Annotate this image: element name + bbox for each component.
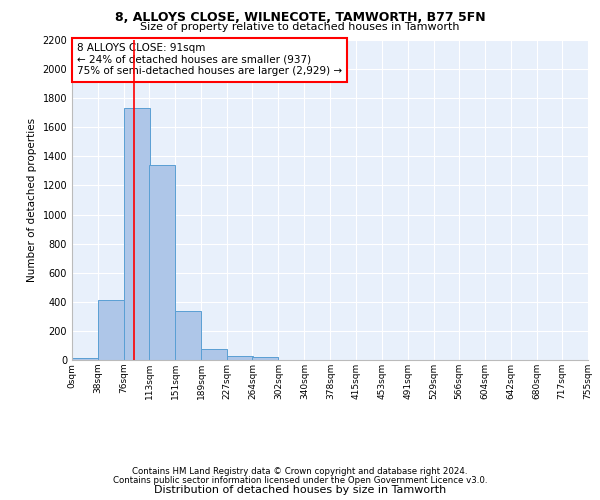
Text: 8 ALLOYS CLOSE: 91sqm
← 24% of detached houses are smaller (937)
75% of semi-det: 8 ALLOYS CLOSE: 91sqm ← 24% of detached …: [77, 43, 342, 76]
Text: Size of property relative to detached houses in Tamworth: Size of property relative to detached ho…: [140, 22, 460, 32]
Bar: [201, 349, 227, 360]
Y-axis label: Number of detached properties: Number of detached properties: [27, 118, 37, 282]
Bar: [98, 300, 124, 360]
Text: Contains HM Land Registry data © Crown copyright and database right 2024.: Contains HM Land Registry data © Crown c…: [132, 467, 468, 476]
Bar: [175, 310, 201, 360]
Bar: [72, 358, 98, 360]
Bar: [124, 108, 150, 360]
Bar: [253, 357, 278, 360]
Text: 8, ALLOYS CLOSE, WILNECOTE, TAMWORTH, B77 5FN: 8, ALLOYS CLOSE, WILNECOTE, TAMWORTH, B7…: [115, 11, 485, 24]
Bar: [149, 165, 175, 360]
Bar: [227, 356, 253, 360]
Text: Contains public sector information licensed under the Open Government Licence v3: Contains public sector information licen…: [113, 476, 487, 485]
Text: Distribution of detached houses by size in Tamworth: Distribution of detached houses by size …: [154, 485, 446, 495]
